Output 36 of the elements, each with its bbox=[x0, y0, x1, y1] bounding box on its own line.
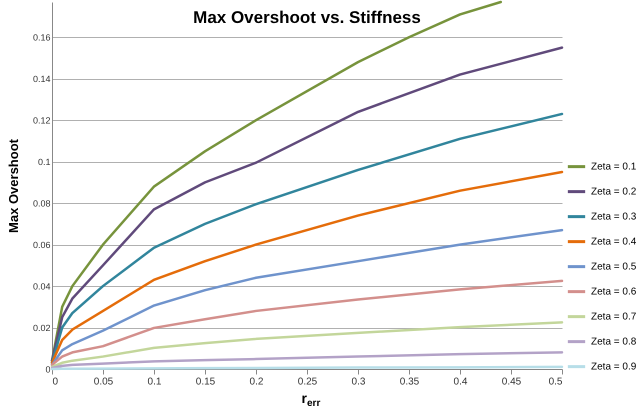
y-tick-label: 0.14 bbox=[32, 74, 50, 84]
legend-label: Zeta = 0.3 bbox=[591, 212, 637, 223]
legend-label: Zeta = 0.9 bbox=[591, 362, 637, 373]
legend-label: Zeta = 0.1 bbox=[591, 162, 637, 173]
y-tick-label: 0.08 bbox=[32, 198, 50, 209]
line-series bbox=[50, 46, 564, 362]
chart-title: Max Overshoot vs. Stiffness bbox=[193, 8, 421, 27]
y-axis-title: Max Overshoot bbox=[6, 138, 21, 233]
y-tick-label: 0.04 bbox=[32, 282, 50, 292]
x-tick-label: 0.3 bbox=[352, 376, 366, 388]
x-tick-label: 0.2 bbox=[250, 376, 264, 388]
legend-label: Zeta = 0.7 bbox=[591, 312, 637, 323]
x-tick-label: 0.5 bbox=[548, 376, 563, 388]
legend-label: Zeta = 0.4 bbox=[591, 236, 637, 248]
line-series bbox=[50, 280, 564, 366]
x-tick-label: 0.35 bbox=[400, 376, 420, 388]
line-series bbox=[50, 170, 564, 364]
y-tick-label: 0 bbox=[45, 364, 50, 374]
legend-label: Zeta = 0.5 bbox=[591, 262, 637, 273]
x-tick-label: 0.45 bbox=[502, 376, 522, 388]
y-tick-label: 0.06 bbox=[32, 240, 50, 250]
y-tick-label: 0.12 bbox=[32, 116, 50, 126]
x-tick-label: 0.25 bbox=[298, 376, 318, 388]
legend-label: Zeta = 0.8 bbox=[591, 336, 637, 348]
y-tick-label: 0.02 bbox=[32, 323, 50, 334]
x-tick-label: 0.05 bbox=[94, 376, 114, 388]
legend-label: Zeta = 0.6 bbox=[591, 286, 637, 298]
y-tick-label: 0.1 bbox=[38, 157, 50, 168]
x-tick-label: 0.15 bbox=[196, 376, 216, 388]
line-series bbox=[50, 112, 564, 364]
legend-label: Zeta = 0.2 bbox=[591, 186, 637, 198]
x-tick-label: 0 bbox=[52, 376, 58, 388]
x-tick-label: 0.4 bbox=[454, 376, 468, 388]
line-series bbox=[50, 228, 564, 366]
x-tick-label: 0.1 bbox=[148, 376, 162, 388]
y-tick-label: 0.16 bbox=[32, 32, 50, 43]
